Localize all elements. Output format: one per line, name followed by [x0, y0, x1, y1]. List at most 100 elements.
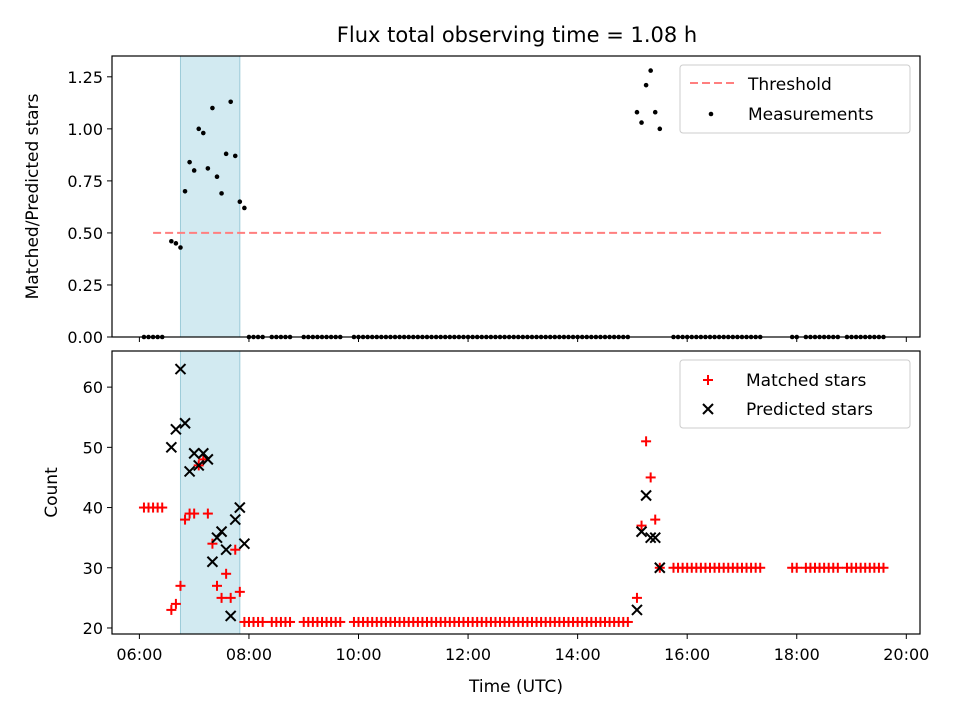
x-tick-label: 10:00 [335, 645, 381, 664]
data-point [215, 525, 228, 538]
marker-stroke [211, 531, 223, 544]
marker-stroke [215, 525, 228, 538]
data-point [210, 105, 215, 111]
y-tick-label: 30 [83, 559, 103, 578]
marker-stroke [197, 447, 210, 460]
y-tick-label: 20 [83, 619, 103, 638]
data-point [640, 489, 652, 502]
marker-stroke [702, 403, 714, 415]
data-point [229, 513, 241, 526]
data-point [223, 151, 229, 157]
data-point [755, 562, 766, 573]
data-point [175, 580, 186, 591]
marker-stroke [206, 556, 219, 568]
axes-frame [111, 55, 921, 338]
data-point [166, 604, 177, 615]
data-point [221, 568, 232, 579]
data-point [174, 363, 187, 375]
data-point [196, 126, 202, 132]
marker-stroke [635, 525, 648, 538]
data-point [179, 417, 191, 429]
bottom-panel: 20 30 40 50 60 Count 06:00 08:00 10:00 12:00 14:00… [42, 350, 929, 697]
data-point [202, 453, 214, 466]
legend-matched-label: Matched stars [746, 371, 866, 391]
x-axis-label: Time (UTC) [468, 677, 563, 697]
y-tick-label: 0.75 [67, 172, 103, 191]
data-point [173, 241, 179, 246]
data-point [189, 508, 200, 519]
data-point [634, 109, 640, 115]
data-point [211, 531, 223, 544]
highlight-span [179, 350, 241, 635]
data-point [191, 168, 197, 173]
legend-top: Threshold Measurements [679, 64, 911, 134]
data-point [703, 375, 713, 385]
legend-measurements-label: Measurements [748, 105, 874, 125]
data-point [169, 238, 174, 244]
marker-stroke [193, 459, 205, 472]
marker-stroke [649, 531, 661, 544]
data-point [230, 544, 241, 555]
data-point [639, 120, 644, 125]
marker-stroke [644, 531, 657, 544]
x-tick-label: 12:00 [445, 645, 491, 664]
marker-stroke [165, 441, 178, 454]
marker-stroke [224, 610, 237, 622]
data-point [219, 191, 224, 196]
data-point [225, 592, 236, 603]
marker-stroke [179, 417, 191, 429]
data-point [649, 531, 661, 544]
data-point [238, 537, 251, 550]
x-tick-label: 20:00 [883, 645, 929, 664]
data-point [187, 159, 192, 165]
y-axis-label: Matched/Predicted stars [23, 93, 43, 299]
data-point [635, 525, 648, 538]
data-point [193, 459, 205, 472]
data-point [650, 514, 661, 525]
y-tick-label: 60 [83, 378, 103, 397]
data-point [648, 68, 653, 73]
data-point [165, 441, 178, 454]
data-point [631, 604, 643, 616]
data-point [200, 130, 206, 136]
data-point [205, 166, 211, 171]
data-point [182, 188, 188, 194]
data-point [643, 82, 649, 88]
data-point [202, 508, 213, 519]
data-point [644, 531, 657, 544]
data-point [178, 245, 183, 250]
marker-stroke [183, 465, 196, 478]
x-tick-label: 08:00 [226, 645, 272, 664]
marker-stroke [202, 453, 214, 466]
x-tick-label: 16:00 [664, 645, 710, 664]
y-tick-label: 0.25 [67, 276, 103, 295]
data-point [180, 514, 191, 525]
x-tick-label: 18:00 [774, 645, 820, 664]
y-tick-label: 1.00 [67, 120, 103, 139]
marker-stroke [654, 562, 666, 574]
legend-predicted-label: Predicted stars [746, 400, 873, 420]
data-point [622, 616, 633, 627]
y-tick-label: 1.25 [67, 68, 103, 87]
legend-threshold-label: Threshold [747, 75, 832, 95]
data-point [257, 616, 268, 627]
data-point [234, 501, 246, 514]
data-point [183, 465, 196, 478]
y-tick-label: 50 [83, 438, 103, 457]
data-point [211, 580, 222, 591]
marker-stroke [640, 489, 652, 502]
data-point [228, 99, 233, 105]
chart-title: Flux total observing time = 1.08 h [337, 23, 697, 47]
data-point [878, 562, 889, 573]
data-point [224, 610, 237, 622]
x-tick-label: 14:00 [555, 645, 601, 664]
legend-bottom: Matched stars Predicted stars [679, 359, 911, 429]
marker-stroke [220, 543, 232, 556]
axes-frame [111, 350, 921, 635]
data-point [234, 586, 245, 597]
marker-stroke [174, 363, 187, 375]
data-point [654, 562, 666, 574]
data-point [237, 199, 243, 205]
y-tick-label: 0.00 [67, 328, 103, 347]
y-axis-label: Count [42, 467, 62, 518]
